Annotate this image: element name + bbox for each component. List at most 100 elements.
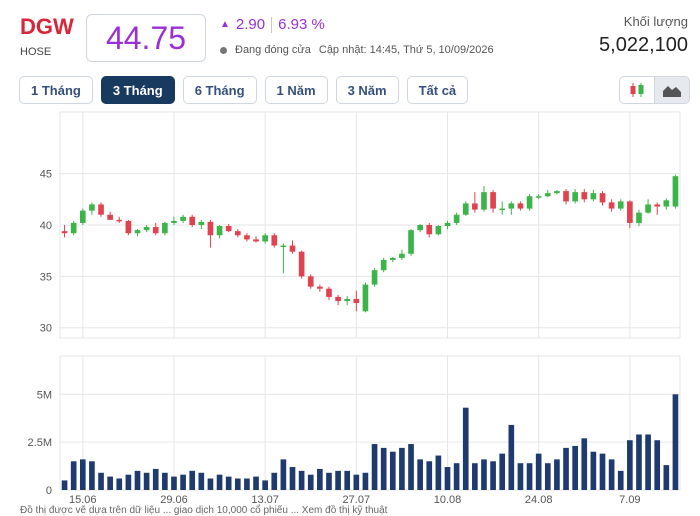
volume-bar — [61, 480, 68, 490]
candle-body — [89, 204, 95, 211]
tab-6-months[interactable]: 6 Tháng — [182, 76, 257, 104]
volume-bar — [244, 478, 250, 490]
candle-body — [253, 239, 259, 242]
candle-body — [180, 216, 186, 221]
area-chart-icon — [663, 86, 681, 97]
volume-bar — [481, 459, 487, 490]
candle-body — [198, 221, 205, 225]
volume-bar — [645, 434, 651, 490]
candle-body — [417, 225, 423, 231]
volume-bar — [162, 472, 168, 490]
tab-1-year[interactable]: 1 Năm — [264, 76, 328, 104]
area-chart-button[interactable] — [655, 76, 690, 104]
volume-bar — [280, 459, 287, 490]
volume-bar — [198, 472, 205, 490]
volume-bar — [627, 440, 633, 490]
volume-bar — [399, 447, 405, 490]
volume-bar — [89, 461, 95, 490]
date-tick-label: 24.08 — [525, 494, 553, 505]
volume-bar — [353, 474, 360, 490]
volume-tick-label: 5M — [37, 389, 52, 401]
volume-bar — [107, 476, 113, 490]
volume-bar — [535, 453, 542, 490]
volume-bar — [371, 444, 378, 490]
candle-body — [636, 212, 642, 223]
volume-bar — [426, 461, 433, 490]
candle-body — [262, 235, 268, 242]
candle-body — [563, 191, 569, 202]
change-value: 2.90 — [235, 16, 266, 33]
candle-body — [134, 230, 141, 234]
candle-body — [271, 235, 278, 246]
volume-bar — [225, 476, 232, 490]
candle-body — [645, 204, 651, 213]
tab-3-years[interactable]: 3 Năm — [335, 76, 399, 104]
volume-bar — [134, 470, 141, 490]
volume-bar — [636, 434, 642, 490]
candle-body — [435, 226, 442, 235]
price-tick-label: 30 — [40, 323, 52, 335]
volume-bar — [617, 470, 624, 490]
candle-body — [162, 222, 168, 234]
date-tick-label: 13.07 — [251, 494, 279, 505]
volume-bar — [444, 467, 451, 490]
candle-body — [654, 204, 661, 207]
candle-body — [672, 176, 679, 207]
market-status: Đang đóng cửa Cập nhật: 14:45, Thứ 5, 10… — [220, 44, 494, 56]
date-tick-label: 10.08 — [434, 494, 462, 505]
candle-body — [307, 276, 314, 287]
candle-body — [453, 214, 460, 223]
volume-bar — [70, 461, 77, 490]
candle-body — [599, 193, 606, 203]
volume-label: Khối lượng — [623, 14, 688, 29]
candlestick-button[interactable] — [619, 76, 655, 104]
date-tick-label: 7.09 — [619, 494, 640, 505]
candle-body — [326, 288, 332, 297]
candle-body — [572, 192, 578, 202]
volume-bar — [143, 472, 150, 490]
volume-bar — [207, 478, 214, 490]
period-tabs: 1 Tháng 3 Tháng 6 Tháng 1 Năm 3 Năm Tất … — [19, 76, 469, 104]
price-tick-label: 40 — [40, 220, 52, 232]
candle-body — [444, 222, 451, 227]
candle-body — [61, 231, 68, 234]
candle-body — [362, 284, 369, 312]
volume-bar — [180, 474, 186, 490]
volume-bar — [216, 474, 223, 490]
volume-bar — [408, 444, 414, 490]
candle-body — [98, 204, 104, 215]
ticker-symbol: DGW — [20, 14, 74, 39]
volume-bar — [307, 474, 314, 490]
candle-body — [298, 251, 305, 277]
stock-chart: 45 40 35 30 5M 2.5M 0 15.06 29.06 13.07 27.07 10.… — [28, 111, 681, 505]
volume-bar — [462, 407, 469, 490]
volume-bar — [335, 470, 341, 490]
candle-body — [207, 221, 214, 236]
volume-bar — [544, 463, 551, 490]
volume-bar — [362, 472, 369, 490]
tab-3-months[interactable]: 3 Tháng — [100, 76, 175, 104]
volume-bar — [490, 461, 496, 490]
candle-body — [280, 245, 287, 248]
exchange-label: HOSE — [20, 46, 52, 58]
candle-body — [399, 253, 405, 258]
candle-body — [344, 298, 351, 302]
tab-all[interactable]: Tất cả — [406, 76, 469, 104]
date-tick-label: 27.07 — [343, 494, 371, 505]
volume-bar — [289, 467, 296, 490]
candle-body — [107, 214, 113, 220]
status-text: Đang đóng cửa — [235, 44, 311, 56]
candle-body — [544, 193, 551, 197]
volume-bar — [79, 459, 86, 490]
candle-body — [225, 226, 232, 232]
price-tick-label: 45 — [40, 169, 52, 181]
volume-tick-label: 2.5M — [28, 437, 52, 449]
tab-1-month[interactable]: 1 Tháng — [19, 76, 93, 104]
volume-bar — [517, 463, 524, 490]
volume-bar — [526, 463, 533, 490]
volume-bar — [472, 463, 478, 490]
volume-bar — [554, 459, 560, 490]
update-time: Cập nhật: 14:45, Thứ 5, 10/09/2026 — [318, 44, 494, 56]
candle-body — [490, 192, 496, 209]
volume-bar — [326, 472, 332, 490]
